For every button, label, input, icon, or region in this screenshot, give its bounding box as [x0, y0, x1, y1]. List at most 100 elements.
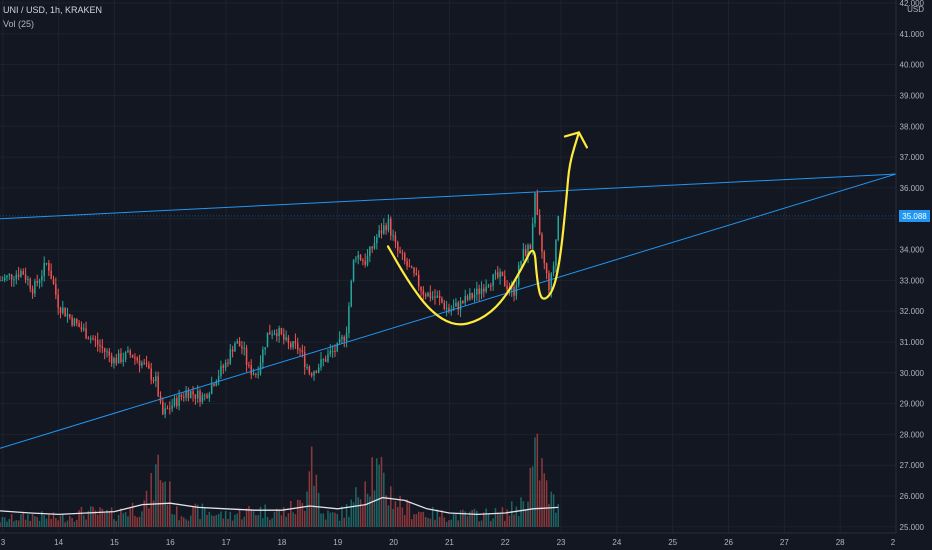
candle-body	[380, 230, 383, 234]
price-tick-label: 28.000	[900, 430, 925, 439]
price-tick-label: 29.000	[900, 400, 925, 409]
candle-body	[399, 250, 401, 253]
volume-bar	[78, 510, 80, 527]
candle-body	[176, 398, 178, 407]
volume-bar	[299, 500, 301, 527]
candle-body	[424, 294, 427, 297]
volume-bar	[492, 518, 494, 527]
volume-bar	[315, 474, 318, 527]
volume-bar	[52, 512, 55, 527]
volume-bar	[524, 509, 527, 527]
volume-bar	[148, 508, 150, 527]
candle-body	[499, 271, 501, 278]
candle-body	[187, 391, 190, 398]
candle-body	[538, 214, 541, 235]
candle-body	[141, 362, 143, 366]
candle-body	[497, 272, 499, 278]
candle-body	[71, 317, 73, 326]
candle-body	[341, 336, 343, 339]
volume-bar	[289, 500, 292, 527]
candle-body	[348, 306, 350, 333]
price-tick-label: 25.000	[900, 523, 925, 532]
candle-body	[13, 279, 15, 281]
candle-body	[87, 338, 90, 340]
volume-bar	[150, 473, 152, 527]
volume-bar	[176, 506, 178, 527]
volume-bar	[508, 515, 511, 527]
volume-bar	[208, 511, 211, 527]
volume-bar	[441, 510, 443, 527]
volume-bar	[215, 515, 218, 527]
candle-body	[543, 251, 546, 264]
volume-bar	[66, 520, 69, 527]
candle-body	[0, 280, 1, 282]
volume-bar	[352, 502, 355, 527]
candle-body	[238, 341, 241, 347]
volume-bar	[152, 500, 155, 527]
volume-bar	[138, 516, 141, 527]
volume-bar	[541, 458, 543, 527]
volume-bar	[452, 513, 455, 527]
volume-bar	[257, 515, 259, 527]
symbol-title[interactable]: UNI / USD, 1h, KRAKEN	[3, 5, 103, 15]
candle-body	[487, 285, 490, 287]
candle-body	[129, 350, 132, 355]
candle-body	[134, 357, 136, 359]
candle-body	[120, 353, 122, 362]
volume-bar	[27, 514, 29, 527]
volume-bar	[248, 506, 250, 527]
volume-bar	[527, 501, 529, 527]
candle-body	[343, 336, 346, 342]
volume-bar	[480, 520, 483, 527]
candle-body	[366, 255, 369, 265]
candle-body	[89, 338, 92, 340]
volume-bar	[1, 516, 4, 527]
volume-bar	[476, 510, 478, 527]
volume-bar	[220, 511, 222, 527]
candle-body	[22, 271, 25, 275]
candle-body	[338, 338, 341, 343]
candle-body	[527, 245, 529, 256]
candle-body	[408, 266, 411, 268]
volume-bar	[238, 508, 241, 527]
volume-bar	[15, 520, 18, 527]
candle-body	[422, 290, 425, 295]
price-tick-label: 34.000	[900, 246, 925, 255]
candle-body	[473, 294, 476, 298]
volume-bar	[189, 515, 192, 527]
candle-body	[524, 249, 527, 256]
volume-bar	[292, 512, 294, 527]
volume-bar	[108, 511, 111, 527]
candle-body	[148, 364, 150, 369]
candle-body	[492, 274, 494, 286]
volume-bar	[424, 516, 427, 527]
candle-body	[224, 362, 227, 368]
candle-body	[96, 340, 99, 345]
volume-bar	[229, 511, 232, 527]
candle-body	[417, 274, 420, 287]
volume-bar	[269, 519, 271, 527]
candle-body	[255, 373, 257, 375]
time-tick-label: 21	[445, 538, 454, 547]
candle-body	[322, 359, 325, 361]
candle-body	[150, 368, 152, 380]
volume-bar	[120, 508, 122, 527]
candle-body	[469, 292, 471, 300]
volume-bar	[178, 520, 180, 527]
candle-body	[103, 348, 106, 352]
volume-bar	[334, 512, 336, 527]
candle-body	[552, 265, 555, 274]
candle-body	[36, 281, 38, 283]
volume-bar	[136, 517, 139, 527]
candle-body	[350, 280, 352, 307]
candle-body	[34, 281, 36, 294]
candle-body	[550, 273, 553, 291]
volume-indicator-label[interactable]: Vol (25)	[3, 19, 35, 29]
volume-bar	[429, 518, 432, 527]
candle-body	[243, 347, 245, 349]
candle-body	[494, 272, 497, 275]
candle-body	[271, 334, 273, 336]
candle-body	[220, 365, 222, 377]
volume-bar	[213, 515, 215, 527]
